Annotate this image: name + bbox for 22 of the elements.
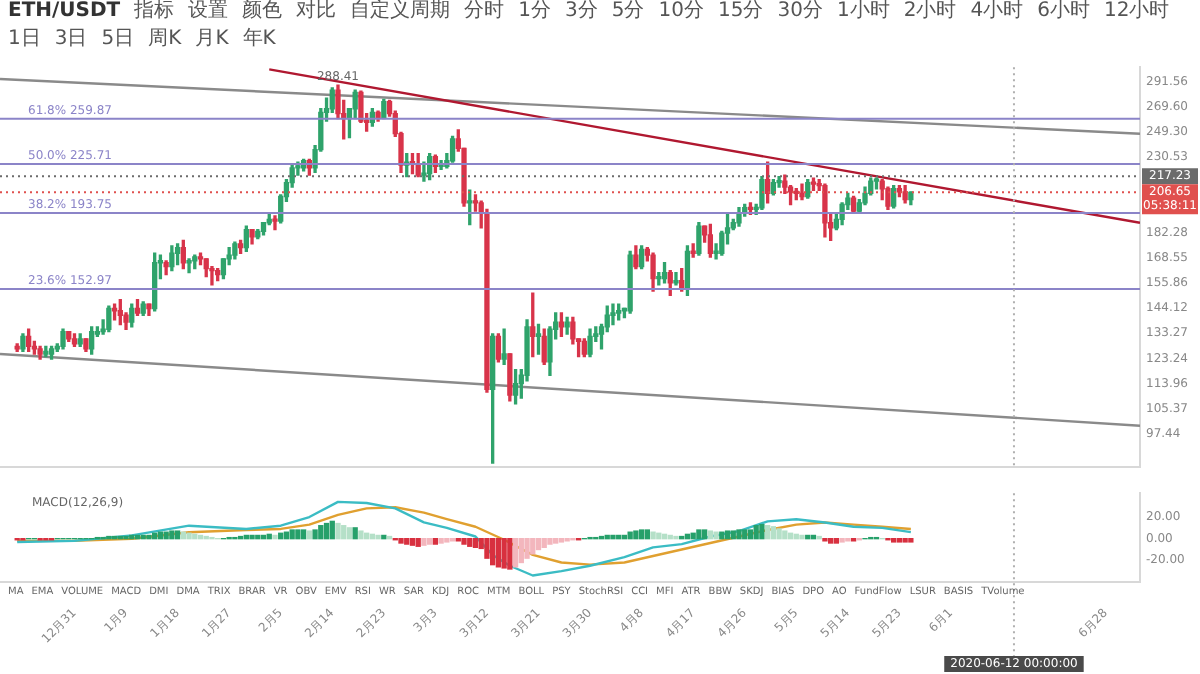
text: 4小时 [970, 0, 1024, 25]
text: 对比 [296, 0, 337, 25]
text: 周K [148, 27, 182, 52]
text: 月K [195, 27, 229, 52]
text: 5分 [611, 0, 645, 25]
chart-title: ETH/USDT [8, 0, 121, 25]
text: 指标 [134, 0, 175, 25]
text: 分时 [464, 0, 505, 25]
text: 2小时 [903, 0, 957, 25]
text: 年K [242, 27, 276, 52]
text: 3日 [54, 27, 88, 52]
text: 12小时 [1103, 0, 1170, 25]
text: 5日 [101, 27, 135, 52]
text: 15分 [717, 0, 764, 25]
text: 1日 [8, 27, 41, 52]
text: 30分 [777, 0, 823, 25]
text: 6小时 [1037, 0, 1090, 25]
text: 设置 [188, 0, 229, 25]
text: 10分 [658, 0, 704, 25]
text: 1小时 [836, 0, 890, 25]
text: 1分 [518, 0, 551, 25]
text: 3分 [565, 0, 598, 25]
